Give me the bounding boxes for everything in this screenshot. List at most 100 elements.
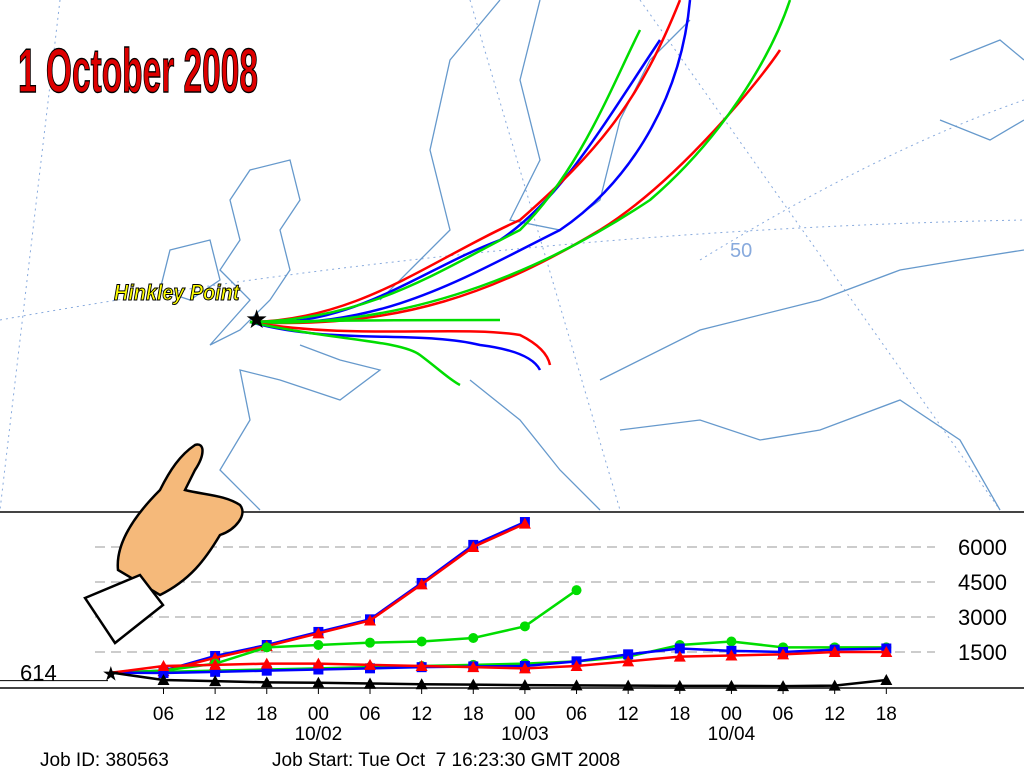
marker [313,640,324,650]
marker [673,650,686,662]
marker [673,679,686,691]
marker [210,666,221,677]
x-tick-label: 18 [256,704,277,725]
height-line [111,647,887,675]
marker [415,678,428,690]
y-tick-label: 1500 [958,640,1007,665]
marker [312,657,325,669]
marker [364,614,377,626]
job-id: Job ID: 380563 [40,750,169,768]
y-tick-label: 4500 [958,570,1007,595]
start-height-label: 614 [20,661,57,686]
trajectory [249,0,792,324]
x-tick-label: 00 [308,704,329,725]
marker [261,665,272,676]
marker [828,679,841,691]
x-tick-label: 00 [721,704,742,725]
marker [209,675,222,687]
y-tick-label: 3000 [958,605,1007,630]
longitude-line [469,0,621,511]
marker [415,578,428,590]
job-start: Job Start: Tue Oct 7 16:23:30 GMT 2008 [272,750,620,768]
y-tick-label: 6000 [958,535,1007,560]
marker [622,679,635,691]
marker [416,636,427,647]
height-line [111,650,887,674]
trajectory [249,0,692,325]
date-label: 10/03 [501,724,549,745]
marker [570,660,583,671]
x-tick-label: 06 [359,704,380,725]
marker [157,660,170,671]
x-tick-label: 00 [514,704,535,725]
marker [880,646,893,657]
x-tick-label: 12 [411,704,432,725]
trajectory [249,49,782,325]
trajectory [249,39,662,324]
marker [467,661,480,673]
trajectory [249,320,461,387]
pointing-hand [83,443,244,645]
latitude-label: 50 [730,240,752,262]
marker [518,662,531,674]
x-tick-label: 06 [566,704,587,725]
marker [364,658,377,670]
x-tick-label: 18 [876,704,897,725]
marker [365,637,376,648]
coastline [219,344,382,511]
marker [777,648,790,660]
trajectory [249,318,501,324]
latitude-line [0,219,1024,321]
trajectory [249,320,552,366]
coastline [209,159,301,346]
start-star: ★ [102,664,120,686]
longitude-line [0,0,61,511]
marker [570,679,583,691]
date-label: 10/04 [708,724,756,745]
source-star: ★ [245,304,268,334]
x-tick-label: 12 [824,704,845,725]
latitude-line [699,99,1024,261]
trajectory [249,29,642,324]
coastline [619,399,1001,511]
marker [468,633,479,643]
trajectories [249,0,792,387]
marker [622,655,635,667]
coastline [379,0,691,301]
marker [312,627,325,639]
marker [828,646,841,657]
marker [571,585,582,596]
marker [674,643,685,654]
marker [260,676,273,688]
marker [209,658,222,670]
map-title: 1 October 2008 [18,36,258,106]
height-line [111,589,578,674]
coastline [939,39,1024,141]
marker [313,664,324,675]
marker [518,679,531,691]
map: 50 ★ Hinkley Point 1 October 2008 [0,0,1024,511]
marker [158,668,169,678]
marker [467,541,480,552]
marker [725,649,738,661]
marker [777,680,790,692]
marker [519,621,530,632]
coastline [159,239,221,301]
marker [312,676,325,688]
marker [157,674,170,685]
marker [518,517,531,529]
marker [880,674,893,685]
marker [260,657,273,669]
marker [725,679,738,691]
coastline [469,249,1024,511]
x-tick-label: 18 [669,704,690,725]
marker [623,649,634,660]
trajectory [249,0,682,324]
marker [726,636,737,647]
x-tick-label: 06 [772,704,793,725]
date-label: 10/02 [295,724,343,745]
marker [261,642,272,653]
height-line [111,671,887,688]
